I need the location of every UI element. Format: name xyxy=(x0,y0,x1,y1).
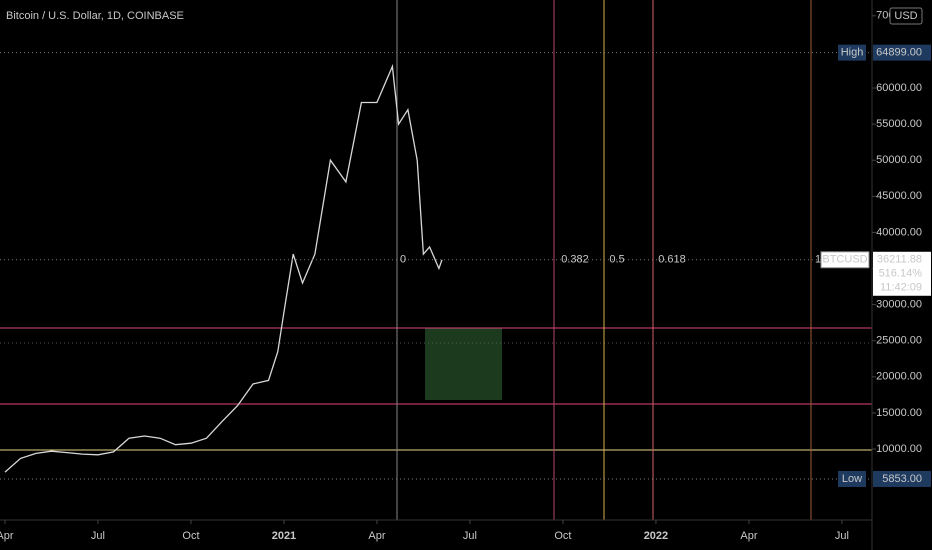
x-tick-label: Jul xyxy=(91,530,105,542)
x-tick-label: Oct xyxy=(554,530,571,542)
symbol-label: BTCUSD xyxy=(822,254,867,266)
x-tick-label: Apr xyxy=(0,530,14,542)
y-tick-label: 25000.00 xyxy=(876,335,922,347)
fib-label: 0.5 xyxy=(609,254,624,266)
x-tick-label: 2022 xyxy=(644,530,668,542)
last-price: 36211.88 xyxy=(877,254,922,266)
price-box-label: Low xyxy=(842,473,862,485)
x-tick-label: Jul xyxy=(835,530,849,542)
x-tick-label: Oct xyxy=(182,530,199,542)
symbol-box xyxy=(820,251,870,269)
price-box xyxy=(838,44,866,61)
price-line xyxy=(4,63,443,473)
y-tick-label: 45000.00 xyxy=(876,190,922,202)
price-box xyxy=(873,44,931,61)
y-tick-label: 55000.00 xyxy=(876,118,922,130)
x-tick-label: Apr xyxy=(368,530,385,542)
fib-label: 0.382 xyxy=(561,254,589,266)
last-price-box xyxy=(873,251,931,296)
countdown: 11:42:09 xyxy=(880,282,922,294)
y-tick-label: 40000.00 xyxy=(876,226,922,238)
drawings xyxy=(0,0,873,550)
target-box xyxy=(425,328,502,400)
y-tick-label: 15000.00 xyxy=(876,407,922,419)
x-tick-label: Apr xyxy=(740,530,757,542)
y-tick-label: 10000.00 xyxy=(876,443,922,455)
price-box xyxy=(838,470,866,487)
price-box-label: High xyxy=(841,47,864,59)
y-tick-label: 30000.00 xyxy=(876,299,922,311)
price-box-value: 64899.00 xyxy=(876,47,922,59)
y-tick-label: 60000.00 xyxy=(876,82,922,94)
price-box xyxy=(873,470,931,487)
price-box-value: 5853.00 xyxy=(882,473,922,485)
currency-button[interactable] xyxy=(889,7,923,25)
fib-label: 0.618 xyxy=(658,254,686,266)
x-tick-label: 2021 xyxy=(272,530,296,542)
currency-label: USD xyxy=(894,10,917,22)
x-tick-label: Jul xyxy=(463,530,477,542)
y-tick-label: 50000.00 xyxy=(876,154,922,166)
fib-label: 0 xyxy=(400,254,406,266)
fib-label: 1 xyxy=(815,254,821,266)
y-tick-label: 20000.00 xyxy=(876,371,922,383)
change: 516.14% xyxy=(879,268,923,280)
chart-title: Bitcoin / U.S. Dollar, 1D, COINBASE xyxy=(6,10,184,22)
